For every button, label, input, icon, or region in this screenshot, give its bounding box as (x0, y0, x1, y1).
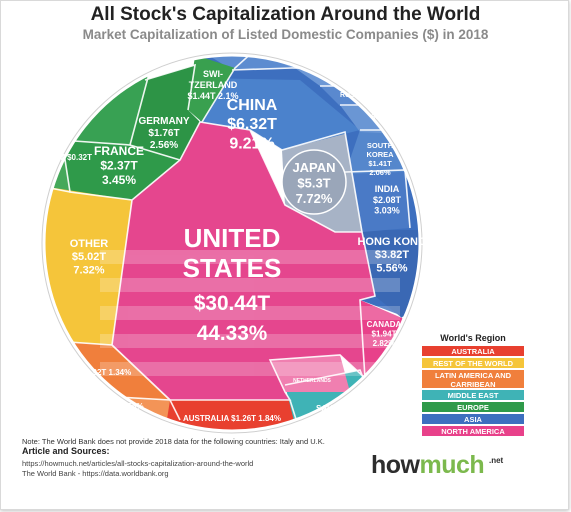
chart-title: All Stock's Capitalization Around the Wo… (90, 4, 481, 25)
label-canada-value: $1.94T (372, 330, 397, 339)
logo-part-much: much (419, 451, 485, 479)
chart-outer-shadow (41, 52, 423, 434)
label-south-korea-value: $1.41T (368, 159, 392, 168)
label-brazil-text: BRAZIL $0.92T 1.34% (50, 368, 131, 377)
label-united-states-name-2: STATES (183, 253, 282, 283)
legend-item-australia: AUSTRALIA (421, 345, 525, 357)
us-flag-stripes (100, 250, 400, 376)
label-hong-kong-name: HONG KONG (357, 236, 426, 248)
cell-other (44, 185, 132, 345)
label-other-percent: 7.32% (73, 264, 104, 276)
legend-item-rest-of-the-world: REST OF THE WORLD (421, 357, 525, 369)
label-germany-name: GERMANY (138, 116, 189, 127)
label-germany-value: $1.76T (148, 128, 179, 139)
label-south-korea-name-2: KOREA (366, 150, 394, 159)
chart-subtitle: Market Capitalization of Listed Domestic… (82, 27, 489, 42)
label-united-states-name-1: UNITED (184, 223, 281, 253)
legend-item-asia: ASIA (421, 413, 525, 425)
label-spain-name: SPAIN $0.72T (50, 96, 101, 105)
legend: World's Region AUSTRALIA REST OF THE WORL… (421, 333, 525, 437)
label-japan-name: JAPAN (292, 160, 335, 175)
cell-switzerland (188, 55, 235, 122)
label-united-states-percent: 44.33% (197, 322, 268, 345)
legend-items: AUSTRALIA REST OF THE WORLD LATIN AMERICA … (421, 345, 525, 437)
label-south-korea-percent: 2.06% (369, 168, 391, 177)
label-saudi-arabia-value: $0.5T 0.72% (316, 414, 361, 423)
source-link-howmuch[interactable]: https://howmuch.net/articles/all-stocks-… (22, 459, 254, 468)
chart-outer-ring (42, 53, 422, 433)
label-mexico-text: MEXICO $0.39T 0.56% (60, 402, 144, 411)
label-hong-kong-percent: 5.56% (376, 262, 407, 274)
logo-suffix: .net (489, 456, 504, 465)
label-malaysia-text: MALAYSIA $0.4T 0.58% (126, 47, 204, 54)
label-china-value: $6.32T (227, 116, 277, 133)
legend-item-europe: EUROPE (421, 401, 525, 413)
label-saudi-arabia-name: SAUDI ARABIA (316, 404, 374, 413)
label-india-percent: 3.03% (374, 206, 400, 216)
label-india-name: INDIA (375, 184, 400, 194)
japan-circle (281, 149, 347, 215)
legend-item-north-america: NORTH AMERICA (421, 425, 525, 437)
label-hong-kong-value: $3.82T (375, 249, 410, 261)
sources-title: Article and Sources: (22, 446, 110, 456)
label-spain-percent: 1.05% (50, 106, 73, 115)
label-france-name: FRANCE (94, 144, 144, 158)
footnote: Note: The World Bank does not provide 20… (22, 437, 325, 446)
label-france-percent: 3.45% (102, 173, 136, 187)
label-australia-text: AUSTRALIA $1.26T 1.84% (183, 414, 281, 423)
label-indonesia-text: INDONESIA $0.49T 0.71% (296, 54, 381, 61)
label-canada-percent: 2.82% (373, 339, 396, 348)
label-other-value: $5.02T (72, 251, 107, 263)
label-belgium-name: BELGIUM $0.32T (28, 153, 92, 162)
label-other-name: OTHER (70, 238, 109, 250)
cell-germany (130, 65, 200, 160)
label-japan-value: $5.3T (297, 176, 330, 191)
label-switzerland-value: $1.44T 2.1% (187, 91, 238, 101)
label-switzerland-name-2: TZERLAND (189, 80, 238, 90)
legend-item-middle-east: MIDDLE EAST (421, 389, 525, 401)
label-belgium-percent: 0.47% (28, 163, 51, 172)
label-switzerland-name-1: SWI- (203, 69, 223, 79)
legend-item-latin-america-and-carribean: LATIN AMERICA AND CARRIBEAN (421, 369, 525, 389)
cell-united-states (112, 122, 375, 400)
label-netherlands-name: NETHERLANDS (293, 378, 331, 384)
label-thailand-text: THAILAND $0.5T 0.73% (334, 71, 412, 78)
source-link-worldbank[interactable]: The World Bank - https://data.worldbank.… (22, 469, 169, 478)
cell-china (200, 78, 360, 150)
label-singapore-text: SINGAPORE $0.69T 1% (371, 114, 450, 121)
label-canada-name: CANADA (367, 320, 402, 329)
label-china-name: CHINA (227, 97, 278, 114)
label-germany-percent: 2.56% (150, 140, 178, 151)
howmuch-logo[interactable]: howmuch (371, 451, 485, 480)
label-united-states-value: $30.44T (194, 292, 271, 315)
label-france-value: $2.37T (100, 158, 138, 172)
label-india-value: $2.08T (373, 195, 402, 205)
logo-part-how: how (371, 451, 420, 479)
cell-netherlands (270, 355, 350, 392)
cell-australia (165, 400, 300, 431)
label-russia-text: RUSSIA $0.58T 0.84% (340, 92, 412, 99)
cell-malaysia (200, 55, 292, 70)
label-china-percent: 9.21% (229, 135, 274, 152)
cell-india (345, 170, 410, 232)
label-japan-percent: 7.72% (296, 191, 333, 206)
label-south-korea-name-1: SOUTH (367, 141, 393, 150)
legend-title: World's Region (440, 333, 506, 343)
